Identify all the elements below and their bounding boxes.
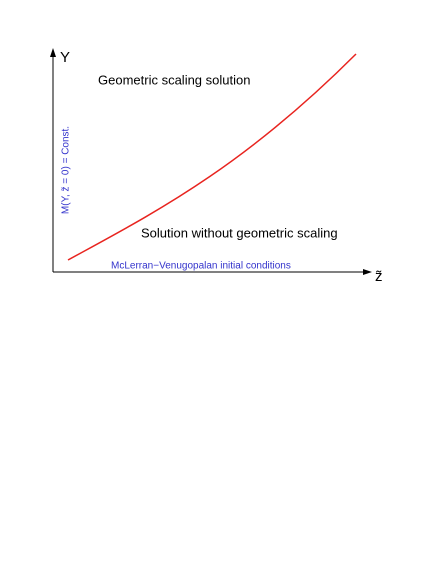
boundary-annotation: M(Y, z̃ = 0) = Const. [61,126,72,214]
x-axis-label: z̃ [375,268,383,285]
region-label: Geometric scaling solution [98,72,250,87]
initial-annotation: McLerran−Venugopalan initial conditions [111,261,291,272]
y-axis-label: Y [60,49,70,66]
region-label: Solution without geometric scaling [141,225,338,240]
x-arrow [363,269,372,275]
y-arrow [50,48,56,57]
boundary-curve [67,53,357,261]
